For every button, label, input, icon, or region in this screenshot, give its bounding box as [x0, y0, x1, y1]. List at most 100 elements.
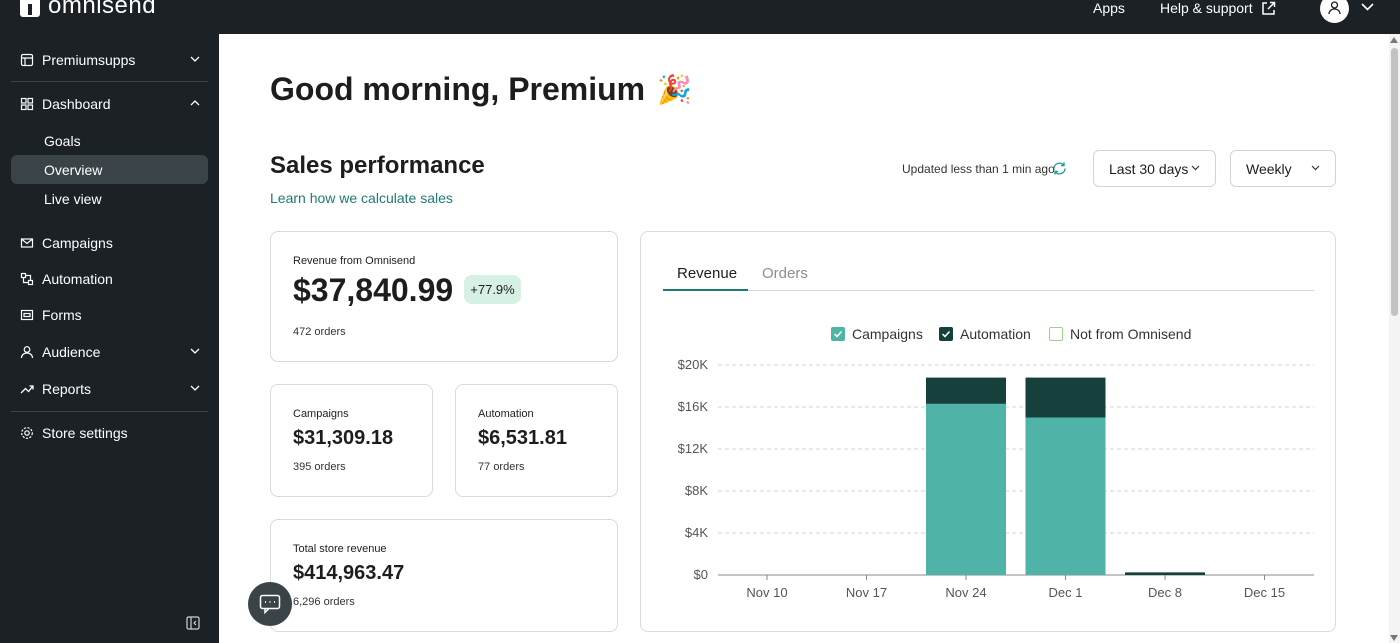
user-menu-chevron-icon[interactable]	[1361, 3, 1374, 11]
sidebar-subitem-goals[interactable]: Goals	[11, 126, 208, 155]
tab-orders[interactable]: Orders	[762, 265, 808, 282]
tab-divider	[663, 290, 1315, 291]
sidebar-item-label: Audience	[42, 344, 101, 360]
card-value: $31,309.18	[293, 427, 394, 449]
orders-label: orders	[314, 326, 346, 338]
sidebar-item-dashboard[interactable]: Dashboard	[11, 89, 208, 119]
omnisend-logo[interactable]: omnisend	[20, 0, 156, 20]
sidebar-subitem-overview[interactable]: Overview	[11, 155, 208, 184]
legend-campaigns[interactable]: Campaigns	[831, 326, 923, 342]
x-tick-label: Dec 15	[1244, 585, 1285, 600]
period-dropdown[interactable]: Last 30 days	[1093, 150, 1216, 187]
checkbox-checked-icon	[831, 327, 845, 341]
sidebar-item-automation[interactable]: Automation	[11, 264, 208, 294]
updated-status: Updated less than 1 min ago	[902, 162, 1055, 176]
chevron-down-icon	[1191, 165, 1200, 171]
card-orders: 395 orders	[293, 461, 346, 473]
automation-card: Automation $6,531.81 77 orders	[455, 384, 618, 497]
interval-dropdown[interactable]: Weekly	[1230, 150, 1336, 187]
legend-not-from-omnisend[interactable]: Not from Omnisend	[1049, 326, 1191, 342]
forms-icon	[20, 309, 34, 321]
help-support-label: Help & support	[1160, 0, 1253, 16]
checkbox-unchecked-icon	[1049, 327, 1063, 341]
campaigns-card: Campaigns $31,309.18 395 orders	[270, 384, 433, 497]
card-caption: Automation	[478, 408, 534, 420]
card-orders: 77 orders	[478, 461, 525, 473]
card-orders: 472 orders	[293, 326, 346, 338]
chevron-down-icon	[190, 348, 200, 354]
legend-automation[interactable]: Automation	[939, 326, 1031, 342]
y-tick-label: $8K	[685, 483, 708, 498]
card-caption: Total store revenue	[293, 543, 387, 555]
bar-automation	[1125, 572, 1205, 575]
x-tick-label: Nov 17	[846, 585, 887, 600]
chat-icon	[259, 594, 281, 614]
logo-text: omnisend	[48, 0, 157, 19]
tab-revenue[interactable]: Revenue	[677, 265, 738, 282]
card-value: $6,531.81	[478, 427, 567, 449]
party-popper-icon: 🎉	[657, 74, 692, 105]
dashboard-icon	[20, 97, 34, 111]
store-selector[interactable]: Premiumsupps	[11, 45, 208, 75]
bar-campaigns	[926, 403, 1006, 575]
sidebar-item-audience[interactable]: Audience	[11, 337, 208, 367]
apps-link[interactable]: Apps	[1093, 0, 1125, 16]
orders-count: 77	[478, 461, 491, 473]
legend-label: Not from Omnisend	[1070, 326, 1192, 342]
mail-icon	[20, 238, 34, 248]
legend-label: Automation	[960, 326, 1031, 342]
chevron-up-icon	[190, 100, 200, 106]
greeting-text: Good morning, Premium	[270, 71, 646, 107]
section-title: Sales performance	[270, 152, 485, 179]
user-avatar[interactable]	[1320, 0, 1349, 23]
checkbox-checked-icon	[939, 327, 953, 341]
sidebar-item-campaigns[interactable]: Campaigns	[11, 228, 208, 258]
x-tick-label: Dec 8	[1148, 585, 1182, 600]
sidebar-item-label: Reports	[42, 381, 92, 397]
scroll-up-icon[interactable]	[1390, 37, 1398, 43]
orders-count: 395	[293, 461, 312, 473]
orders-label: orders	[323, 596, 355, 608]
y-tick-label: $16K	[678, 399, 709, 414]
total-revenue-card: Total store revenue $414,963.47 6,296 or…	[270, 519, 618, 632]
bar-campaigns	[1025, 417, 1106, 575]
sidebar-item-label: Campaigns	[42, 235, 113, 251]
refresh-icon[interactable]	[1052, 161, 1067, 176]
trend-icon	[20, 385, 34, 394]
card-orders: 6,296 orders	[293, 596, 355, 608]
x-tick-label: Nov 24	[945, 585, 986, 600]
user-icon	[1328, 1, 1341, 15]
scroll-down-icon[interactable]	[1390, 635, 1398, 641]
chevron-down-icon	[1311, 165, 1320, 171]
card-value: $37,840.99	[293, 272, 454, 308]
sidebar-item-forms[interactable]: Forms	[11, 300, 208, 330]
store-icon	[20, 53, 34, 67]
learn-sales-link[interactable]: Learn how we calculate sales	[270, 190, 453, 206]
external-link-icon	[1261, 1, 1275, 15]
sidebar-subitem-label: Goals	[44, 133, 81, 149]
bar-automation	[926, 377, 1006, 404]
logo-mark-icon	[20, 0, 40, 17]
sidebar-subitem-live-view[interactable]: Live view	[11, 184, 208, 213]
top-bar: omnisend Apps Help & support	[0, 0, 1400, 34]
sidebar-item-store-settings[interactable]: Store settings	[11, 418, 208, 448]
sidebar-subitem-label: Live view	[44, 191, 102, 207]
bar-automation	[1025, 377, 1106, 418]
help-support-link[interactable]: Help & support	[1160, 0, 1276, 16]
sidebar-item-label: Forms	[42, 307, 82, 323]
sidebar-item-reports[interactable]: Reports	[11, 374, 208, 404]
sidebar: Premiumsupps Dashboard Goals Overview Li…	[0, 34, 219, 643]
sidebar-item-label: Dashboard	[42, 96, 111, 112]
y-tick-label: $20K	[678, 357, 709, 372]
collapse-sidebar-icon[interactable]	[186, 616, 200, 630]
card-caption: Campaigns	[293, 408, 349, 420]
greeting-heading: Good morning, Premium 🎉	[270, 71, 692, 108]
change-badge: +77.9%	[464, 275, 521, 304]
chart-card: Revenue Orders Campaigns Automation Not …	[640, 231, 1336, 632]
scroll-thumb[interactable]	[1391, 48, 1398, 316]
chat-button[interactable]	[248, 582, 292, 626]
period-value: Last 30 days	[1109, 161, 1189, 177]
orders-count: 6,296	[293, 596, 321, 608]
y-tick-label: $0	[694, 567, 708, 582]
page-scrollbar[interactable]	[1389, 34, 1400, 643]
